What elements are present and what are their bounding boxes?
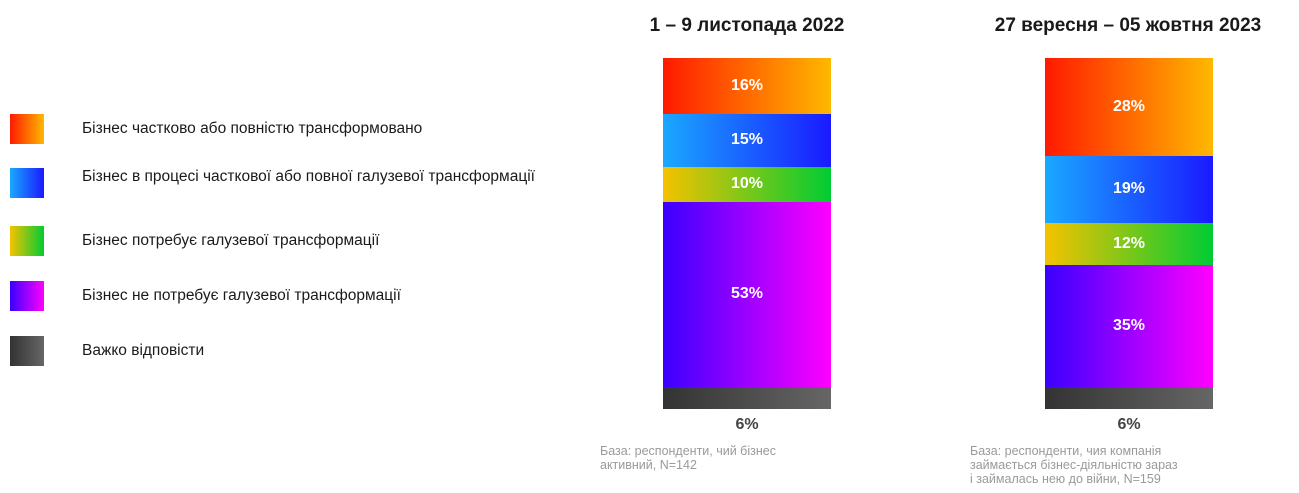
data-label: 19% [1112,180,1146,198]
base-note: База: респонденти, чия компанія займаєть… [970,444,1178,486]
data-label: 6% [1117,416,1141,433]
legend-label-needs: Бізнес потребує галузевої трансформації [82,232,380,249]
bar-segment-transformed [663,58,831,115]
legend-item-not-needed: Бізнес не потребує галузевої трансформац… [10,281,570,321]
base-note: База: респонденти, чий бізнес активний, … [600,444,776,472]
legend-swatch-not-needed [10,281,44,311]
legend-label-not-needed: Бізнес не потребує галузевої трансформац… [82,287,401,304]
legend-item-hard: Важко відповісти [10,336,570,376]
legend-label-hard: Важко відповісти [82,342,205,359]
stacked-bar: 16% 15% 10% 53% [663,58,831,409]
data-label: 28% [1112,98,1146,115]
bar-segment-needs [663,166,831,202]
data-label: 16% [730,77,764,94]
legend-swatch-needs [10,226,44,256]
legend: Бізнес частково або повністю трансформов… [10,100,570,380]
legend-item-in-process: Бізнес в процесі часткової або повної га… [10,168,570,208]
bar-segment-in-process [1045,156,1213,223]
legend-item-transformed: Бізнес частково або повністю трансформов… [10,114,570,154]
bar-segment-needs [1045,222,1213,265]
stacked-bar: 28% 19% 12% 35% [1045,58,1213,409]
chart-title: 27 вересня – 05 жовтня 2023 [994,15,1262,36]
legend-swatch-in-process [10,168,44,198]
legend-item-needs: Бізнес потребує галузевої трансформації [10,226,570,266]
data-label: 6% [735,416,759,433]
data-label: 35% [1112,316,1146,334]
legend-swatch-transformed [10,114,44,144]
data-label: 12% [1112,234,1146,252]
bar-segment-in-process [663,114,831,167]
bar-segment-not-needed [663,201,831,388]
legend-label-transformed: Бізнес частково або повністю трансформов… [82,120,423,137]
bar-segment-not-needed [1045,264,1213,388]
bar-segment-transformed [1045,58,1213,157]
legend-swatch-hard [10,336,44,366]
legend-label-in-process: Бізнес в процесі часткової або повної га… [82,168,535,185]
bar-segment-hard [663,387,831,409]
data-label: 10% [730,175,764,192]
data-label: 15% [730,131,764,149]
chart-title: 1 – 9 листопада 2022 [649,15,845,36]
data-label: 53% [730,285,764,303]
bar-segment-hard [1045,387,1213,409]
